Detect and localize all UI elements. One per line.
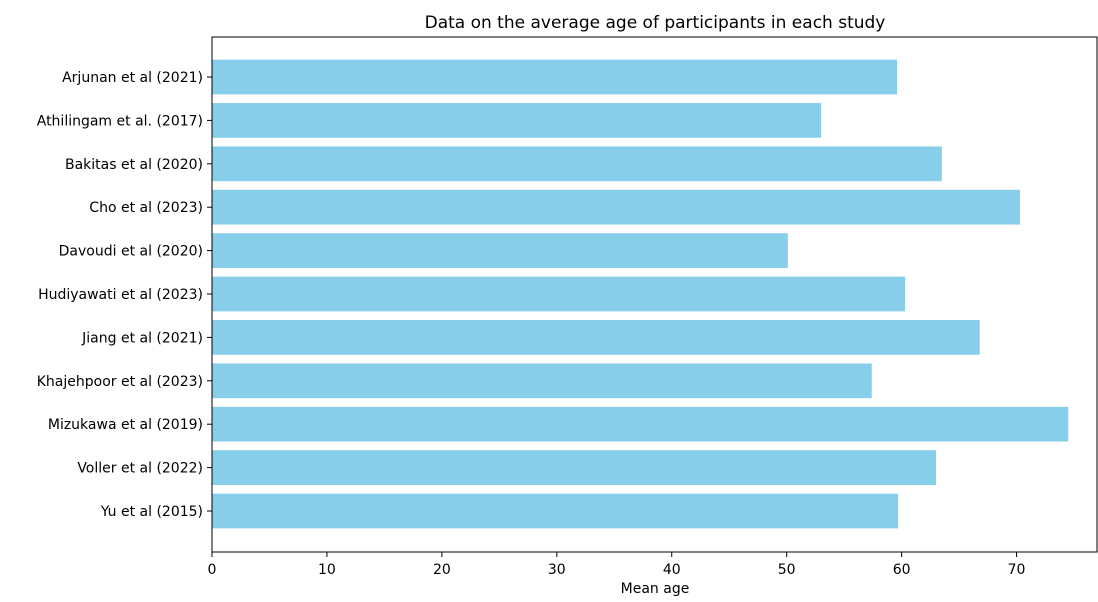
category-label: Athilingam et al. (2017): [37, 113, 203, 129]
category-label: Bakitas et al (2020): [65, 157, 203, 173]
category-label: Khajehpoor et al (2023): [37, 374, 203, 390]
bar: [212, 59, 898, 95]
chart-title: Data on the average age of participants …: [425, 13, 886, 33]
bar: [212, 103, 822, 138]
category-label: Jiang et al (2021): [81, 330, 203, 346]
x-tick-label: 0: [208, 562, 217, 578]
x-tick-label: 40: [663, 562, 681, 578]
category-label: Yu et al (2015): [100, 504, 203, 520]
bar: [212, 233, 788, 268]
plot-frame: [211, 36, 1098, 553]
bar: [212, 493, 899, 529]
x-axis-ticks: 0 10 20 30 40 50 60 70: [208, 552, 1026, 578]
x-axis-label: Mean age: [621, 581, 690, 597]
bar: [212, 320, 980, 355]
category-labels: Arjunan et al (2021) Athilingam et al. (2…: [37, 70, 212, 520]
bars: [212, 59, 1069, 529]
category-label: Voller et al (2022): [77, 461, 203, 477]
bar: [212, 189, 1020, 225]
x-tick-label: 30: [548, 562, 566, 578]
category-label: Cho et al (2023): [89, 200, 203, 216]
x-tick-label: 70: [1008, 562, 1026, 578]
bar: [212, 363, 872, 399]
category-label: Davoudi et al (2020): [59, 244, 203, 260]
bar: [212, 450, 937, 485]
x-tick-label: 20: [433, 562, 451, 578]
category-label: Mizukawa et al (2019): [48, 417, 203, 433]
bar: [212, 406, 1069, 442]
x-tick-label: 50: [778, 562, 796, 578]
x-tick-label: 10: [318, 562, 336, 578]
category-label: Hudiyawati et al (2023): [38, 287, 203, 303]
bar: [212, 276, 906, 312]
x-tick-label: 60: [893, 562, 911, 578]
bar: [212, 146, 942, 182]
category-label: Arjunan et al (2021): [62, 70, 203, 86]
